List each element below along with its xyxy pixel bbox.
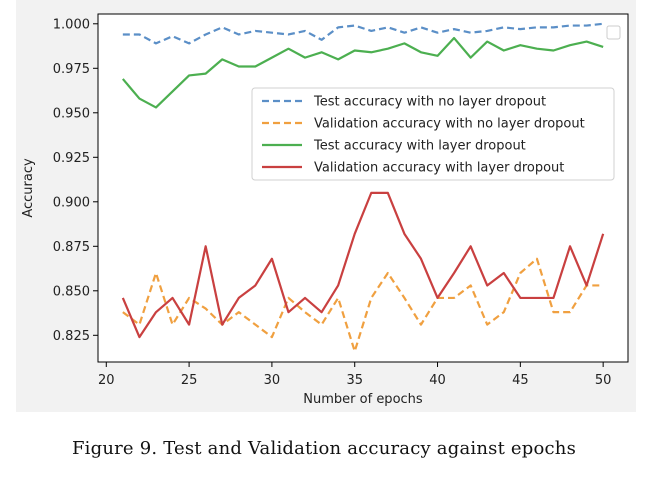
y-tick-label: 1.000 <box>53 17 90 32</box>
legend-label-1: Test accuracy with no layer dropout <box>313 95 546 110</box>
x-tick-label: 45 <box>512 373 529 388</box>
x-tick-label: 25 <box>181 373 198 388</box>
y-tick-label: 0.950 <box>53 106 90 121</box>
series-line-2 <box>122 257 604 353</box>
x-axis-ticks: 20 25 30 35 40 45 50 <box>98 362 611 388</box>
y-tick-label: 0.925 <box>53 151 90 166</box>
plot-area <box>97 13 629 363</box>
series-line-3 <box>122 36 604 109</box>
series-layer <box>121 22 605 353</box>
legend: Test accuracy with no layer dropout Valid… <box>251 87 615 181</box>
y-tick-label: 0.875 <box>53 240 90 255</box>
y-tick-label: 0.825 <box>53 329 90 344</box>
legend-label-4: Validation accuracy with layer dropout <box>314 161 564 176</box>
y-axis-title: Accuracy <box>21 158 36 218</box>
y-tick-label: 0.975 <box>53 62 90 77</box>
x-axis-title: Number of epochs <box>303 392 423 407</box>
y-tick-label: 0.900 <box>53 195 90 210</box>
x-tick-label: 30 <box>264 373 281 388</box>
x-tick-label: 50 <box>595 373 612 388</box>
legend-label-2: Validation accuracy with no layer dropou… <box>314 117 585 132</box>
series-line-4 <box>121 191 605 339</box>
legend-box <box>251 87 615 181</box>
x-tick-label: 20 <box>98 373 115 388</box>
empty-legend-box <box>606 25 621 40</box>
series-line-1 <box>122 22 604 45</box>
x-tick-label: 35 <box>346 373 363 388</box>
x-tick-label: 40 <box>429 373 446 388</box>
y-axis-ticks: 0.825 0.850 0.875 0.900 0.925 0.950 0.975 1.000 <box>53 17 98 344</box>
legend-label-3: Test accuracy with layer dropout <box>313 139 526 154</box>
accuracy-line-chart: 0.825 0.850 0.875 0.900 0.925 0.950 0.975 1.000… <box>21 13 629 407</box>
figure-caption: Figure 9. Test and Validation accuracy a… <box>71 438 577 459</box>
y-tick-label: 0.850 <box>53 284 90 299</box>
chart-panel: 0.825 0.850 0.875 0.900 0.925 0.950 0.975 1.000… <box>16 0 636 412</box>
